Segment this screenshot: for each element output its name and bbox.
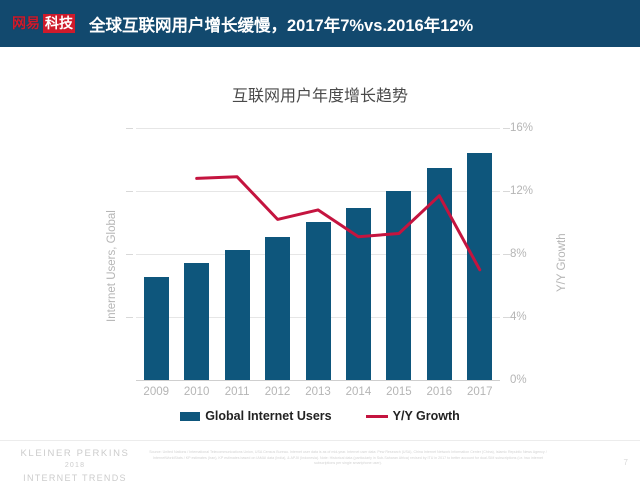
legend-bar-swatch-icon [180, 411, 201, 421]
legend-line-swatch-icon [365, 414, 388, 418]
kleiner-perkins-logo: KLEINER PERKINS 2018 INTERNET TRENDS [10, 449, 140, 483]
tick-dash-left-2 [126, 254, 133, 255]
y-axis-label-right: Y/Y Growth [556, 233, 568, 292]
netease-tech-logo: 网易 科技 [12, 14, 75, 33]
legend-label-1: Y/Y Growth [392, 409, 460, 423]
gridline-3b [136, 191, 500, 192]
tick-dash-right-2 [503, 254, 510, 255]
x-tick-2013: 2013 [305, 386, 331, 398]
chart-legend: Global Internet Users Y/Y Growth [0, 409, 640, 423]
y-tick-right-0: 0% [510, 374, 527, 386]
bar-2011[interactable] [224, 250, 250, 380]
bar-2017[interactable] [467, 153, 493, 380]
tick-dash-right-3 [503, 191, 510, 192]
page-number: 7 [623, 458, 628, 467]
bar-2012[interactable] [265, 237, 291, 380]
tick-dash-left-3 [126, 191, 133, 192]
x-tick-2017: 2017 [466, 386, 493, 398]
legend-item-global-internet-users[interactable]: Global Internet Users [180, 409, 332, 423]
tick-dash-left-4 [126, 128, 133, 129]
chart-title: 互联网用户年度增长趋势 [231, 88, 408, 105]
plot-area [136, 128, 500, 381]
line-series-yy-growth [195, 175, 482, 272]
tick-dash-right-4 [503, 128, 510, 129]
kp-logo-line-3: INTERNET TRENDS [23, 473, 127, 483]
y-tick-right-4: 16% [510, 122, 534, 134]
x-tick-2014: 2014 [345, 386, 372, 398]
x-tick-2009: 2009 [143, 386, 170, 398]
x-tick-2015: 2015 [386, 386, 412, 398]
logo-text-netease: 网易 [12, 15, 40, 31]
x-axis-line [136, 380, 500, 381]
x-tick-2012: 2012 [264, 386, 291, 398]
bar-2010[interactable] [184, 262, 210, 380]
tick-dash-left-1 [126, 317, 133, 318]
x-tick-2010: 2010 [183, 386, 210, 398]
header-bar: 网易 科技 全球互联网用户增长缓慢，2017年7%vs.2016年12% [0, 0, 640, 47]
source-note: Source: United Nations / International T… [149, 450, 547, 466]
y-tick-right-3: 12% [510, 185, 534, 197]
bar-2015[interactable] [386, 191, 412, 380]
footer-divider [0, 440, 640, 441]
legend-label-0: Global Internet Users [205, 409, 332, 423]
legend-item-yy-growth[interactable]: Y/Y Growth [365, 409, 460, 423]
tick-dash-right-1 [503, 317, 510, 318]
y-tick-right-2: 8% [510, 248, 527, 260]
bar-2009[interactable] [143, 276, 169, 380]
x-tick-2016: 2016 [426, 386, 453, 398]
kp-logo-line-1: KLEINER PERKINS [20, 448, 130, 459]
page-title: 全球互联网用户增长缓慢，2017年7%vs.2016年12% [89, 16, 474, 35]
bar-2013[interactable] [305, 221, 331, 380]
gridline-4b [136, 128, 500, 129]
logo-text-tech: 科技 [43, 14, 75, 33]
kp-logo-line-2: 2018 [64, 462, 86, 469]
y-tick-right-1: 4% [510, 311, 527, 323]
x-tick-2011: 2011 [224, 386, 250, 398]
y-axis-label-left: Internet Users, Global [106, 210, 118, 322]
